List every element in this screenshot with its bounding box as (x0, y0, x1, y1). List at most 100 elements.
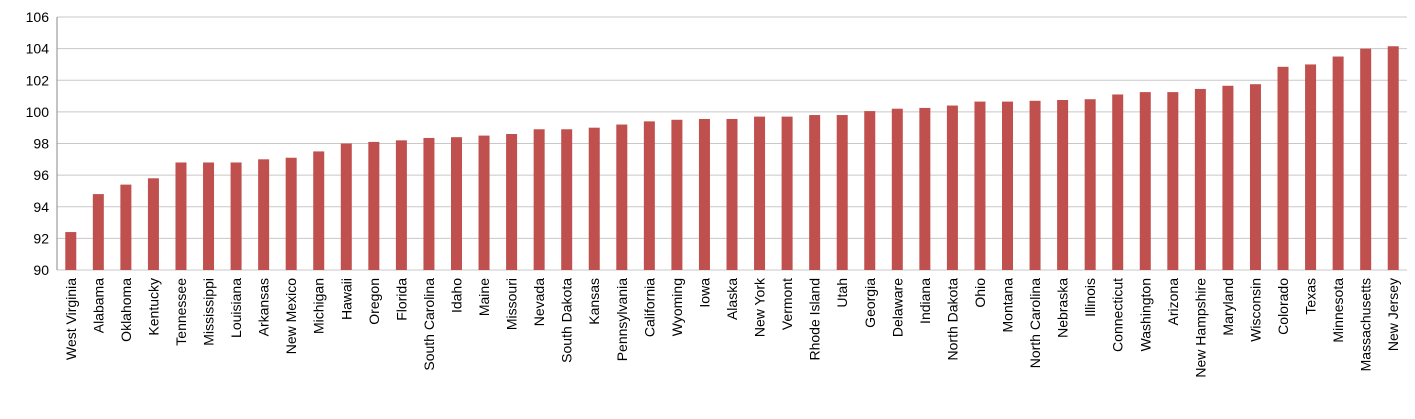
bar (533, 129, 545, 270)
x-tick-label: Michigan (311, 278, 327, 334)
y-tick-label: 102 (26, 72, 50, 88)
bar (726, 118, 738, 270)
y-tick-label: 90 (33, 262, 49, 278)
bar (754, 116, 766, 271)
bar (616, 124, 628, 271)
bar (230, 162, 242, 270)
x-tick-label: Arkansas (256, 278, 272, 336)
y-tick-label: 94 (33, 199, 49, 215)
x-tick-label: Alaska (724, 278, 740, 320)
x-tick-label: Massachusetts (1358, 278, 1374, 371)
x-tick-label: Nevada (531, 278, 547, 326)
x-tick-label: Mississippi (201, 278, 217, 346)
x-tick-label: Iowa (696, 278, 712, 308)
bar (368, 141, 380, 270)
x-tick-label: South Carolina (421, 278, 437, 371)
x-tick-label: Colorado (1275, 278, 1291, 335)
bar (891, 108, 903, 271)
y-tick-label: 104 (26, 41, 50, 57)
bar (864, 111, 876, 270)
x-tick-label: Pennsylvania (614, 278, 630, 361)
bar (1305, 64, 1317, 270)
x-tick-label: Oklahoma (118, 278, 134, 342)
x-tick-label: South Dakota (559, 278, 575, 363)
bar (836, 115, 848, 270)
bar (1277, 66, 1289, 270)
y-tick-label: 92 (33, 230, 49, 246)
bar (781, 116, 793, 271)
x-tick-label: Missouri (504, 278, 520, 330)
bar (698, 118, 710, 270)
bar (340, 143, 352, 270)
bar (671, 119, 683, 270)
x-tick-label: California (641, 278, 657, 337)
bar (1360, 48, 1372, 270)
x-tick-label: Washington (1137, 278, 1153, 351)
x-tick-label: Kansas (586, 278, 602, 325)
x-tick-label: Tennessee (173, 278, 189, 346)
bar (92, 194, 104, 270)
bar (974, 101, 986, 270)
bar (1029, 100, 1041, 271)
x-tick-label: Kentucky (145, 278, 161, 336)
bar (643, 121, 655, 270)
x-tick-label: Illinois (1082, 278, 1098, 317)
x-tick-label: Oregon (366, 278, 382, 325)
x-tick-label: Minnesota (1330, 278, 1346, 343)
x-tick-label: Louisiana (228, 278, 244, 338)
x-tick-label: Indiana (917, 278, 933, 324)
bar (561, 129, 573, 270)
bar (395, 140, 407, 270)
y-tick-label: 98 (33, 136, 49, 152)
x-tick-label: Utah (834, 278, 850, 308)
bar (1332, 56, 1344, 270)
bar (919, 107, 931, 270)
x-tick-label: Idaho (448, 278, 464, 313)
bar (588, 127, 600, 270)
bar (1002, 101, 1014, 270)
bar (423, 137, 435, 270)
bar (258, 159, 270, 270)
x-tick-label: New Hampshire (1192, 278, 1208, 378)
bar (1112, 94, 1124, 270)
bar (1139, 92, 1151, 270)
x-tick-label: Ohio (972, 278, 988, 308)
x-tick-label: New Mexico (283, 278, 299, 354)
x-tick-label: Maryland (1220, 278, 1236, 336)
bar (313, 151, 325, 270)
x-tick-label: New Jersey (1385, 278, 1401, 351)
y-tick-label: 100 (26, 104, 50, 120)
bar (1057, 100, 1069, 270)
bar (120, 184, 132, 270)
bar (1249, 84, 1261, 270)
x-tick-label: Florida (393, 278, 409, 321)
y-tick-label: 106 (26, 9, 50, 25)
bar (1387, 46, 1399, 270)
x-tick-label: North Dakota (944, 278, 960, 361)
bar (285, 157, 297, 270)
x-tick-label: New York (752, 277, 768, 337)
x-tick-label: Georgia (862, 278, 878, 328)
bar (203, 162, 215, 270)
bar (1194, 88, 1206, 271)
x-tick-label: Wyoming (669, 278, 685, 336)
y-tick-label: 96 (33, 167, 49, 183)
bar (147, 178, 159, 270)
bar (175, 162, 187, 270)
x-tick-label: Rhode Island (807, 278, 823, 361)
x-tick-label: West Virginia (63, 278, 79, 360)
x-tick-label: Vermont (779, 278, 795, 330)
bar (1222, 85, 1234, 270)
x-tick-label: Arizona (1165, 278, 1181, 326)
x-tick-label: Montana (1000, 278, 1016, 333)
x-tick-label: Texas (1303, 278, 1319, 315)
bar (1167, 92, 1179, 270)
bar (506, 134, 518, 270)
x-tick-label: Maine (476, 278, 492, 316)
x-tick-label: Connecticut (1110, 278, 1126, 352)
bar (478, 135, 490, 270)
bar (450, 137, 462, 270)
x-tick-label: North Carolina (1027, 278, 1043, 368)
x-tick-label: Delaware (889, 278, 905, 337)
